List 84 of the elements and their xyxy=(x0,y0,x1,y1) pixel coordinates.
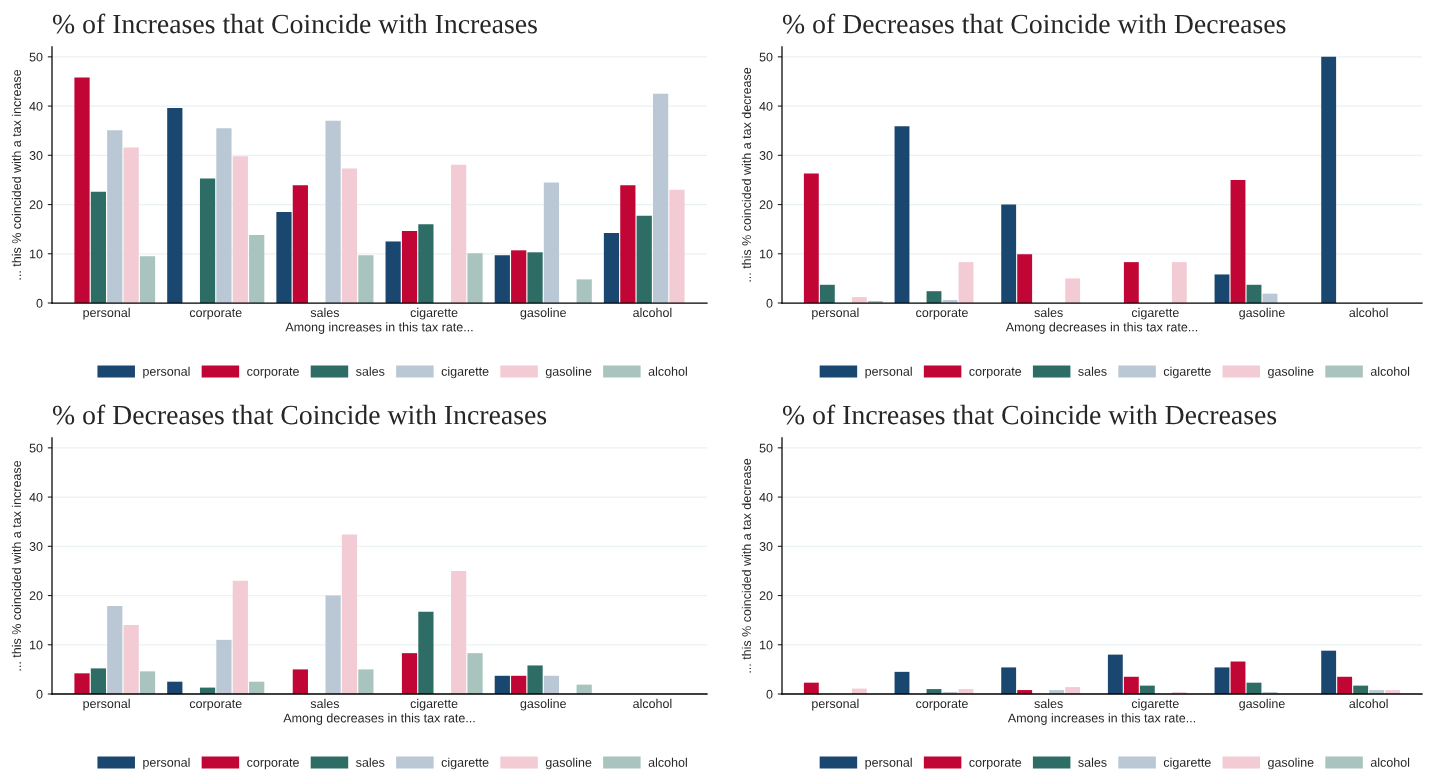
x-tick-label: corporate xyxy=(916,308,968,320)
x-tick-label: corporate xyxy=(916,699,968,711)
chart-title: % of Decreases that Coincide with Decreases xyxy=(782,13,1286,34)
y-tick-label: 0 xyxy=(766,689,773,699)
legend-label: personal xyxy=(143,757,190,770)
y-axis-title: ... this % coincided with a tax increase xyxy=(11,69,22,280)
x-tick-label: sales xyxy=(1034,307,1063,318)
legend-label: personal xyxy=(865,757,912,770)
legend-label: alcohol xyxy=(1370,757,1410,767)
chart-title: % of Increases that Coincide with Increases xyxy=(52,13,537,34)
legend-label: gasoline xyxy=(545,366,592,379)
y-tick-label: 20 xyxy=(29,200,43,210)
legend-label: sales xyxy=(356,366,385,376)
legend-label: alcohol xyxy=(648,366,687,376)
y-tick-label: 40 xyxy=(759,492,773,502)
legend-label: cigarette xyxy=(1163,757,1211,770)
x-tick-label: sales xyxy=(310,307,340,318)
y-tick-label: 50 xyxy=(759,52,773,62)
legend-label: gasoline xyxy=(1268,757,1314,770)
x-tick-label: gasoline xyxy=(1239,698,1285,711)
y-tick-label: 20 xyxy=(29,591,43,601)
x-tick-label: gasoline xyxy=(520,698,566,711)
y-tick-label: 50 xyxy=(29,443,43,453)
legend-label: sales xyxy=(1078,366,1107,376)
legend-label: alcohol xyxy=(1370,366,1410,376)
x-axis-title: Among increases in this tax rate... xyxy=(1007,713,1196,725)
y-axis-title: ... this % coincided with a tax decrease xyxy=(741,458,752,673)
y-tick-label: 10 xyxy=(30,249,43,259)
y-tick-label: 30 xyxy=(29,542,43,551)
y-tick-label: 50 xyxy=(29,52,43,62)
x-tick-label: personal xyxy=(812,307,859,320)
y-tick-label: 40 xyxy=(759,101,773,111)
x-tick-label: sales xyxy=(310,698,340,709)
legend-label: corporate xyxy=(247,367,299,379)
y-tick-label: 10 xyxy=(760,249,773,259)
y-tick-label: 0 xyxy=(766,298,773,308)
legend-label: cigarette xyxy=(1163,366,1211,379)
legend-label: gasoline xyxy=(545,757,592,770)
x-tick-label: personal xyxy=(83,307,130,320)
x-tick-label: alcohol xyxy=(1349,307,1388,318)
x-tick-label: corporate xyxy=(189,308,242,320)
x-tick-label: cigarette xyxy=(410,698,458,711)
x-axis-title: Among increases in this tax rate... xyxy=(285,322,473,334)
y-tick-label: 10 xyxy=(760,640,773,650)
legend-label: sales xyxy=(1078,757,1107,767)
legend-label: cigarette xyxy=(441,366,489,379)
x-tick-label: cigarette xyxy=(410,307,458,320)
legend-label: corporate xyxy=(969,367,1022,379)
chart-title: % of Decreases that Coincide with Increases xyxy=(52,404,547,425)
legend-label: personal xyxy=(143,366,190,379)
x-tick-label: alcohol xyxy=(1349,698,1388,709)
x-axis-title: Among decreases in this tax rate... xyxy=(283,713,475,725)
x-tick-label: gasoline xyxy=(520,307,566,320)
y-tick-label: 20 xyxy=(759,200,773,210)
y-tick-label: 10 xyxy=(30,640,43,650)
y-tick-label: 40 xyxy=(29,492,43,502)
x-tick-label: personal xyxy=(83,698,130,711)
x-tick-label: personal xyxy=(812,698,859,711)
y-axis-title: ... this % coincided with a tax increase xyxy=(11,460,22,671)
y-tick-label: 30 xyxy=(759,542,773,551)
x-tick-label: sales xyxy=(1034,698,1063,709)
y-tick-label: 20 xyxy=(759,591,773,601)
legend-label: gasoline xyxy=(1268,366,1314,379)
x-axis-title: Among decreases in this tax rate... xyxy=(1005,322,1198,334)
x-tick-label: corporate xyxy=(189,699,242,711)
y-axis-title: ... this % coincided with a tax decrease xyxy=(741,67,752,282)
y-tick-label: 50 xyxy=(759,443,773,453)
x-tick-label: cigarette xyxy=(1131,307,1179,320)
x-tick-label: cigarette xyxy=(1131,698,1179,711)
legend-label: corporate xyxy=(969,758,1022,770)
legend-label: personal xyxy=(865,366,912,379)
x-tick-label: gasoline xyxy=(1239,307,1285,320)
x-tick-label: alcohol xyxy=(633,698,672,709)
legend-label: cigarette xyxy=(441,757,489,770)
y-tick-label: 30 xyxy=(29,151,43,160)
y-tick-label: 0 xyxy=(36,689,43,699)
chart-title: % of Increases that Coincide with Decreases xyxy=(782,404,1277,425)
y-tick-label: 0 xyxy=(36,298,43,308)
x-tick-label: alcohol xyxy=(633,307,672,318)
y-tick-label: 40 xyxy=(29,101,43,111)
legend-label: sales xyxy=(356,757,385,767)
legend-label: corporate xyxy=(247,758,299,770)
legend-label: alcohol xyxy=(648,757,687,767)
y-tick-label: 30 xyxy=(759,151,773,160)
